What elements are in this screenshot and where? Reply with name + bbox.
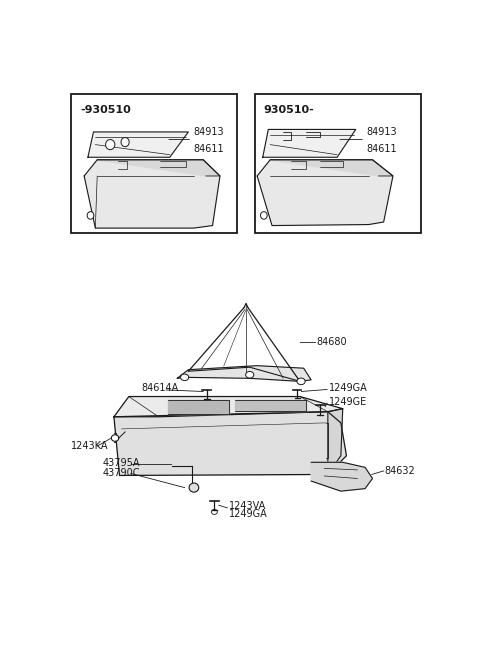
Polygon shape <box>114 412 347 476</box>
Text: 1243KA: 1243KA <box>71 441 108 451</box>
Polygon shape <box>328 409 343 474</box>
Polygon shape <box>270 160 393 176</box>
Text: 84611: 84611 <box>193 144 224 154</box>
Bar <box>255 94 421 233</box>
Polygon shape <box>263 129 356 157</box>
Ellipse shape <box>261 212 267 219</box>
Polygon shape <box>257 160 393 225</box>
Text: 930510-: 930510- <box>264 105 314 115</box>
Bar <box>71 94 237 233</box>
Text: 84680: 84680 <box>316 337 347 347</box>
Polygon shape <box>168 400 229 414</box>
Text: 84913: 84913 <box>366 127 397 137</box>
Ellipse shape <box>211 509 217 514</box>
Text: 84632: 84632 <box>385 466 416 476</box>
Text: 84614A: 84614A <box>142 384 179 394</box>
Ellipse shape <box>87 212 94 219</box>
Text: 43795A: 43795A <box>103 459 140 468</box>
Polygon shape <box>235 400 305 411</box>
Text: 1249GA: 1249GA <box>329 384 367 394</box>
Text: -930510: -930510 <box>81 105 131 115</box>
Polygon shape <box>97 160 220 176</box>
Text: 84611: 84611 <box>366 144 397 154</box>
Ellipse shape <box>106 139 115 150</box>
Text: 43790C: 43790C <box>103 468 140 478</box>
Text: 84913: 84913 <box>193 127 224 137</box>
Ellipse shape <box>297 378 305 384</box>
Polygon shape <box>311 463 372 491</box>
Text: 1249GE: 1249GE <box>329 397 367 407</box>
Text: 1249GA: 1249GA <box>228 509 267 519</box>
Ellipse shape <box>246 371 254 378</box>
Ellipse shape <box>121 137 129 147</box>
Ellipse shape <box>180 374 189 380</box>
Text: 1243VA: 1243VA <box>228 501 266 511</box>
Ellipse shape <box>111 435 119 442</box>
Polygon shape <box>177 366 311 381</box>
Polygon shape <box>84 160 220 228</box>
Ellipse shape <box>189 483 199 492</box>
Polygon shape <box>114 397 343 417</box>
Polygon shape <box>88 132 188 157</box>
